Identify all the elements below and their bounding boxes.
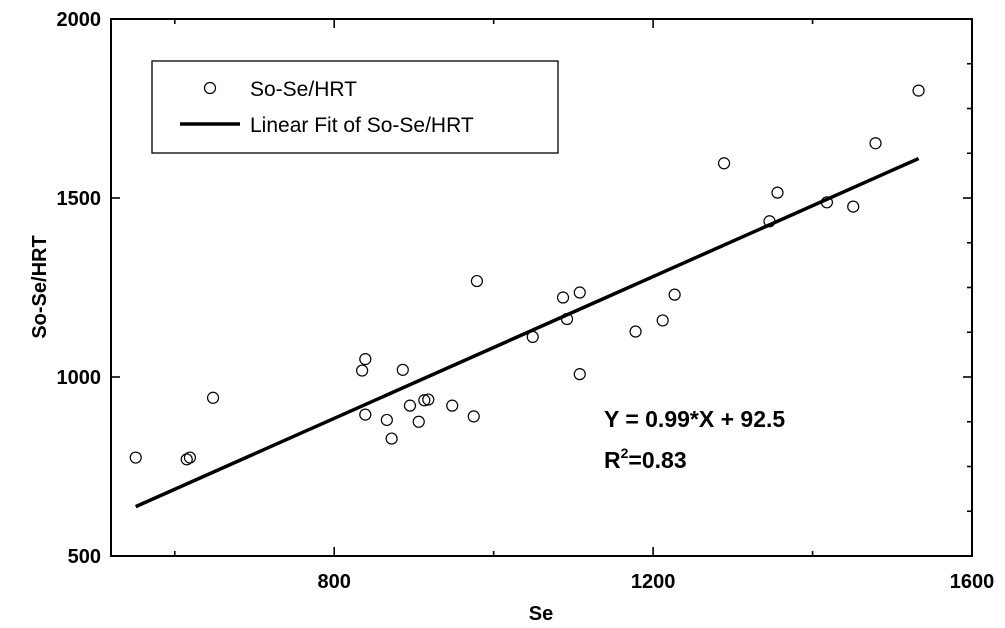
data-point	[129, 451, 142, 464]
y-tick-label: 500	[68, 546, 101, 568]
legend: So-Se/HRT Linear Fit of So-Se/HRT	[151, 60, 559, 154]
data-point	[820, 196, 834, 209]
data-point	[912, 84, 925, 97]
data-point	[467, 410, 480, 423]
data-point	[396, 363, 409, 376]
y-tick-label: 1000	[57, 367, 102, 389]
data-point	[573, 286, 586, 299]
axis-ticks	[111, 18, 973, 557]
legend-box	[151, 60, 559, 154]
data-point	[869, 137, 882, 150]
data-point	[359, 353, 372, 366]
data-point	[717, 157, 731, 170]
data-point	[629, 325, 642, 338]
data-point	[180, 453, 193, 466]
r-squared-superscript: 2	[621, 445, 629, 461]
data-point	[206, 391, 220, 404]
data-point	[422, 393, 435, 406]
data-point	[763, 215, 776, 228]
scatter-points	[129, 84, 925, 466]
data-point	[526, 330, 539, 344]
fit-equation: Y = 0.99*X + 92.5	[604, 406, 785, 432]
linear-fit-line	[135, 156, 920, 509]
legend-marker-scatter	[203, 81, 217, 95]
data-point	[573, 368, 586, 381]
data-point	[385, 432, 398, 445]
data-point	[380, 413, 393, 427]
x-tick-label: 1200	[631, 571, 676, 593]
data-point	[183, 451, 197, 464]
data-point	[470, 274, 484, 288]
data-point	[356, 364, 369, 377]
y-axis-title: So-Se/HRT	[29, 235, 51, 338]
x-tick-label: 1600	[950, 571, 995, 593]
data-point	[668, 288, 681, 301]
legend-label-fit-line: Linear Fit of So-Se/HRT	[250, 114, 474, 137]
data-point	[403, 399, 417, 412]
r-squared: R2=0.83	[604, 445, 687, 473]
legend-label-scatter: So-Se/HRT	[250, 78, 357, 101]
r-squared-value: =0.83	[628, 447, 686, 473]
r-squared-prefix: R	[604, 447, 621, 473]
data-point	[359, 408, 372, 421]
data-point	[771, 186, 784, 199]
data-point	[656, 314, 669, 327]
data-point	[446, 399, 459, 412]
y-tick-label: 1500	[57, 188, 102, 210]
x-tick-label: 800	[318, 571, 351, 593]
data-point	[418, 394, 431, 407]
x-axis-title: Se	[529, 603, 553, 625]
y-tick-label: 2000	[57, 9, 102, 31]
data-point	[560, 312, 574, 326]
axis-tick-labels: 800 1200 1600 500 1000 1500 2000	[57, 9, 995, 593]
data-point	[412, 415, 425, 428]
data-point	[556, 291, 570, 304]
data-point	[847, 200, 860, 213]
